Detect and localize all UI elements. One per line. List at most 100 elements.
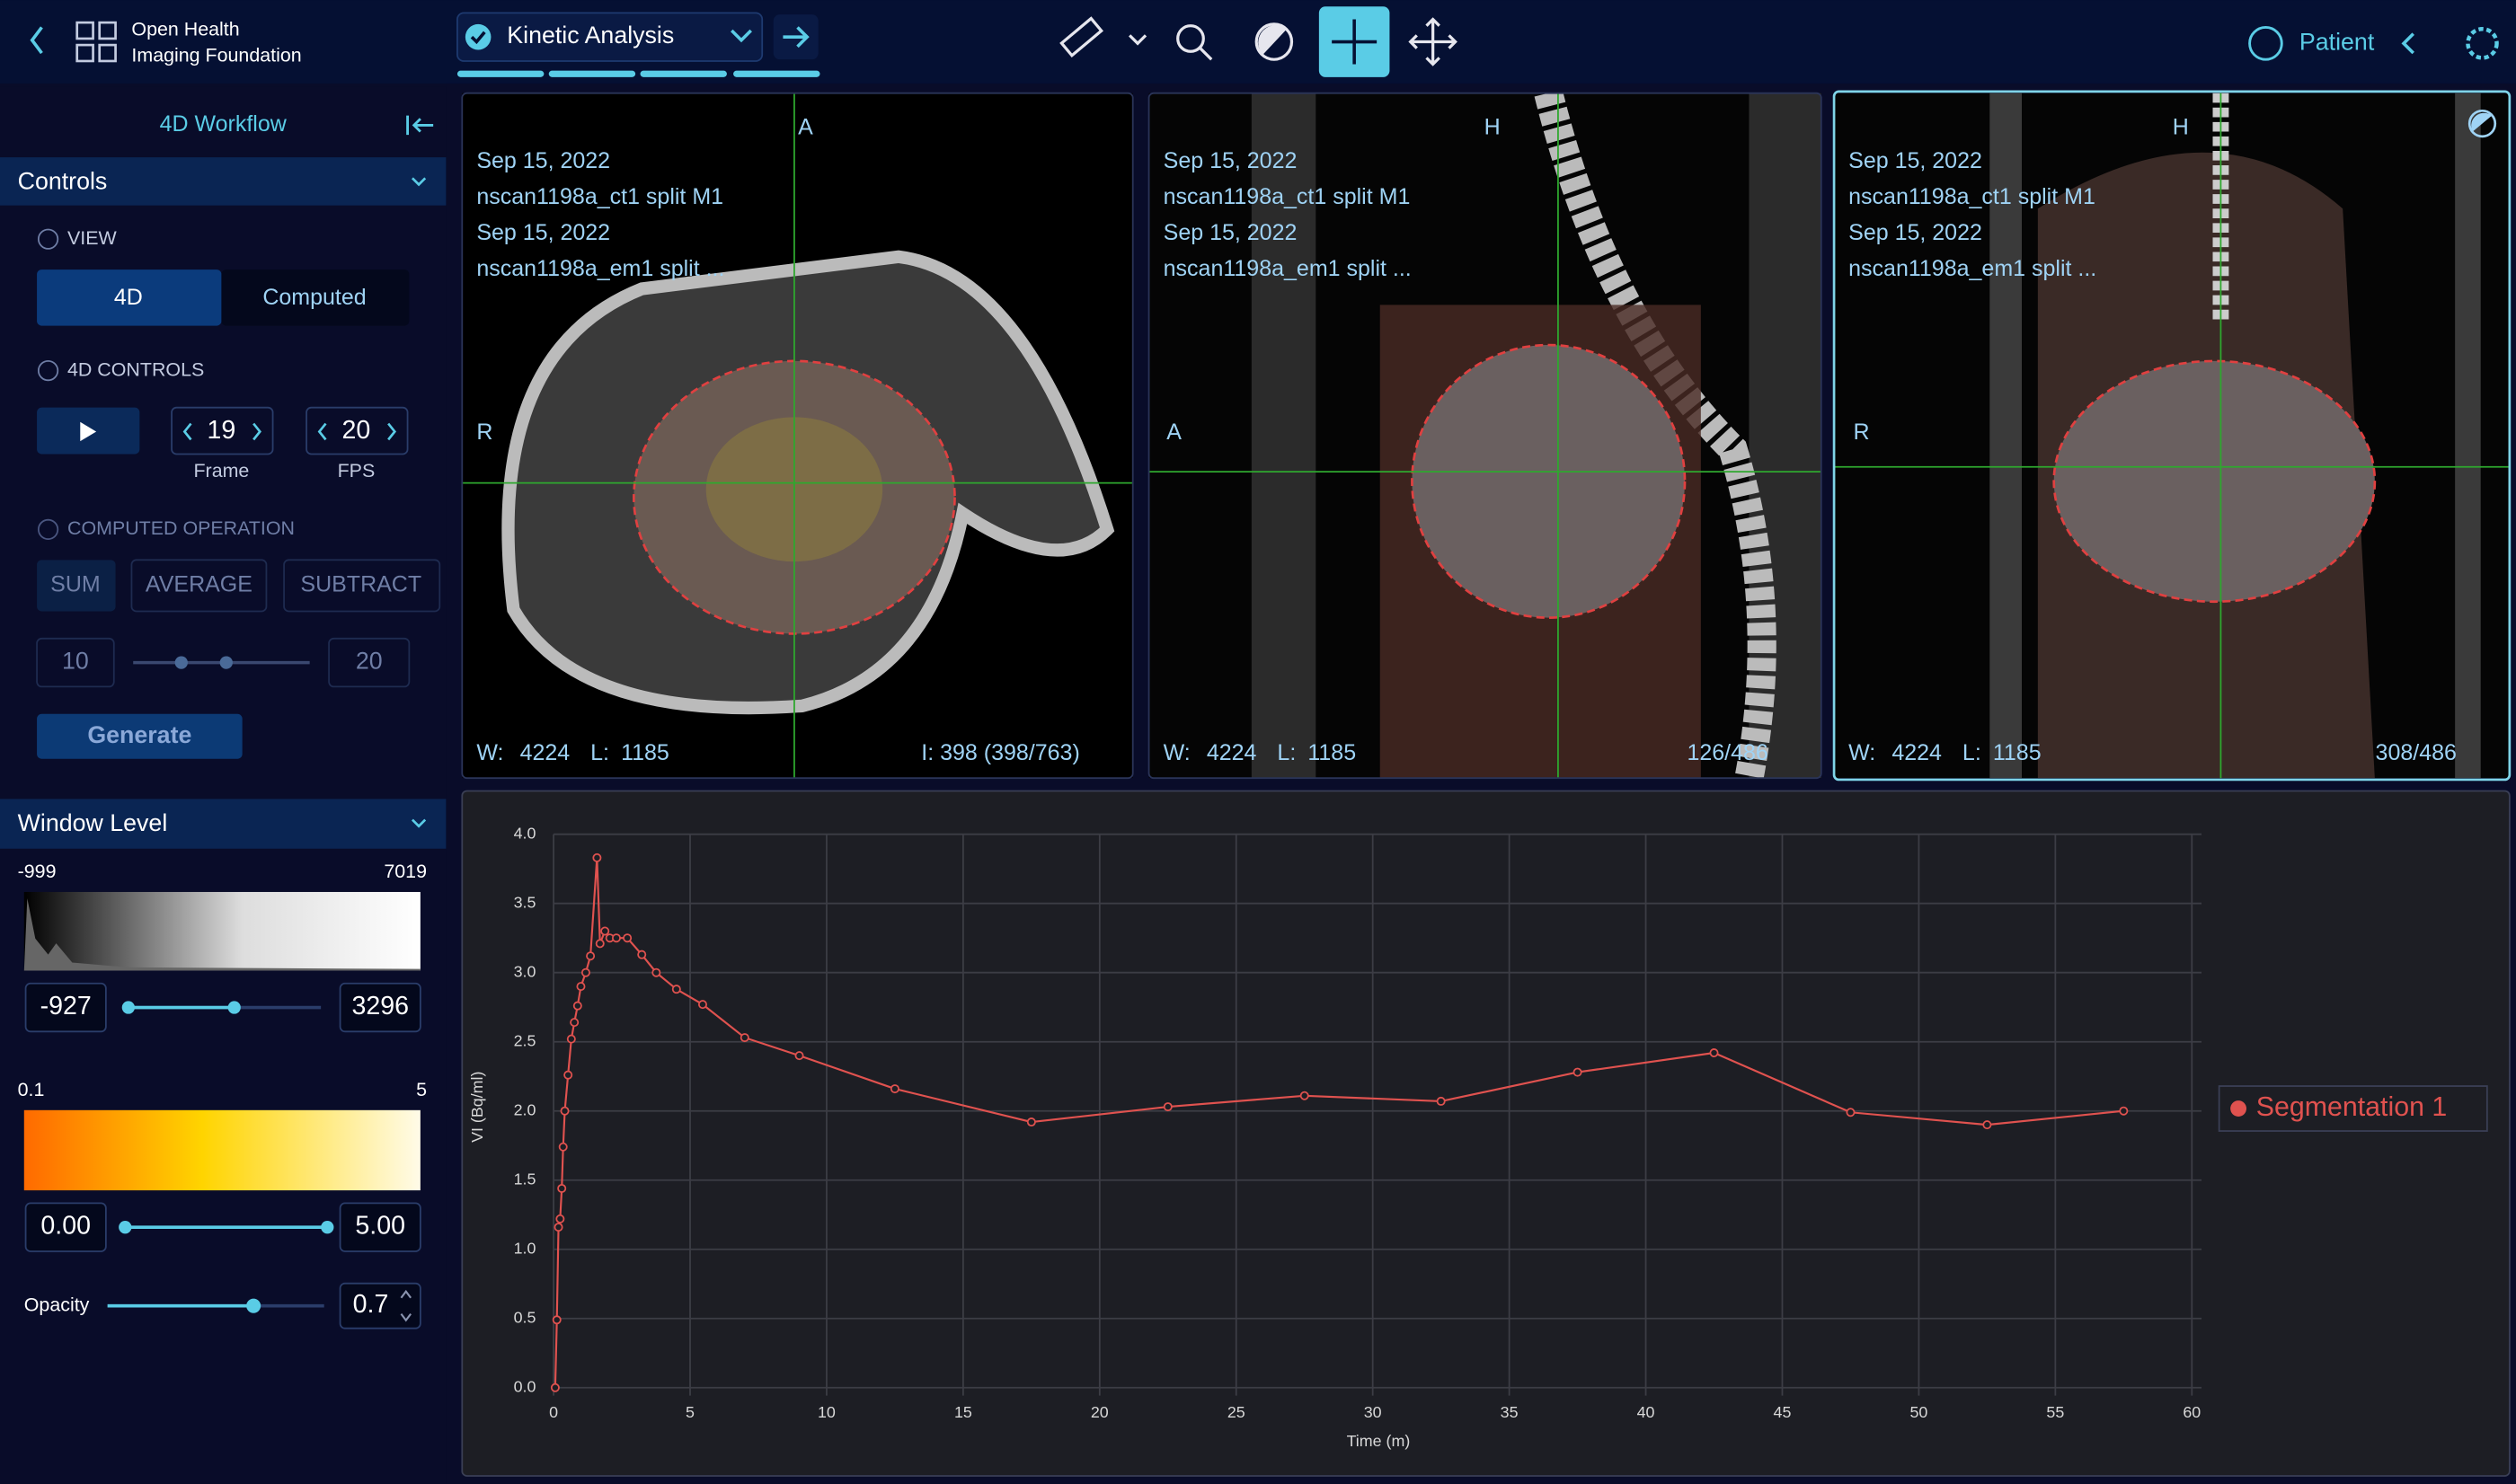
slider-handle[interactable] (121, 1001, 135, 1014)
y-tick-label: 3.0 (514, 962, 536, 980)
data-point (697, 1000, 707, 1010)
toggle-label: Computed (262, 285, 366, 310)
x-tick-label: 30 (1364, 1403, 1382, 1421)
orientation-marker: A (798, 115, 813, 140)
data-point (554, 1223, 563, 1232)
label: FPS (338, 460, 376, 481)
window-input[interactable] (339, 1202, 421, 1252)
label: COMPUTED OPERATION (67, 517, 295, 539)
orientation-marker: R (476, 420, 492, 445)
section-title: Window Level (18, 809, 168, 836)
zoom-tool[interactable] (1176, 24, 1205, 53)
viewport-contrast-icon (2467, 109, 2497, 138)
level-label: L: (590, 740, 609, 765)
window-input[interactable] (24, 1202, 107, 1252)
slider-handle[interactable] (321, 1221, 334, 1234)
viewport-info: nscan1198a_em1 split ... (1848, 256, 2096, 281)
range-input[interactable] (36, 637, 115, 688)
operation-label: SUBTRACT (300, 572, 421, 597)
data-point (1982, 1120, 1992, 1130)
data-point (651, 967, 661, 977)
workflow-dropdown[interactable] (456, 12, 764, 62)
slider-handle[interactable] (219, 656, 233, 669)
patient-button[interactable]: Patient (2299, 28, 2375, 55)
window-input[interactable] (339, 982, 421, 1033)
range-min: 0.1 (18, 1079, 45, 1100)
x-tick-label: 55 (2046, 1403, 2064, 1421)
patient-chevron[interactable] (2401, 32, 2414, 55)
window-label: W: (1848, 740, 1875, 765)
data-point (555, 1214, 565, 1223)
stepper[interactable] (400, 1289, 412, 1322)
orientation-marker: A (1166, 420, 1182, 445)
y-tick-label: 1.0 (514, 1239, 536, 1257)
pan-tool[interactable] (1408, 17, 1457, 66)
crosshairs (462, 93, 2510, 779)
collapse-button[interactable] (406, 115, 434, 136)
button-label: Generate (87, 721, 191, 748)
settings-button[interactable] (2466, 27, 2499, 60)
fps-value: 20 (342, 416, 371, 445)
view-toggle[interactable] (221, 269, 410, 326)
data-point (550, 1382, 560, 1392)
chart-panel (461, 790, 2511, 1477)
window-value: 4224 (520, 740, 571, 765)
slider-handle[interactable] (119, 1221, 132, 1234)
viewport-info: Sep 15, 2022 (1848, 148, 1982, 173)
data-point (572, 1001, 582, 1011)
operation-button[interactable] (130, 559, 268, 613)
range-max: 7019 (384, 861, 427, 882)
data-point (592, 852, 602, 862)
data-point (1436, 1096, 1446, 1106)
y-tick-label: 1.5 (514, 1170, 536, 1188)
info-icon (37, 518, 59, 541)
viewport[interactable] (461, 92, 1134, 780)
crosshair-icon (1332, 19, 1378, 65)
steppers[interactable] (182, 422, 397, 441)
data-point (637, 950, 647, 959)
frame-input[interactable] (171, 406, 274, 455)
data-point (580, 967, 590, 977)
level-value: 1185 (1993, 740, 2042, 765)
check-mark (470, 31, 486, 45)
slider-handle[interactable] (227, 1001, 241, 1014)
section-header[interactable] (0, 157, 447, 206)
check-icon (465, 23, 492, 50)
x-tick-label: 25 (1227, 1403, 1245, 1421)
window-value: 0.00 (40, 1212, 91, 1241)
x-axis-label: Time (m) (1347, 1432, 1411, 1450)
operation-button[interactable] (37, 560, 116, 612)
measure-tool[interactable] (1059, 16, 1103, 58)
section-header[interactable] (0, 799, 447, 849)
back-button[interactable] (30, 26, 43, 55)
contrast-tool[interactable] (1254, 22, 1294, 61)
slice-position: 126/486 (1687, 740, 1767, 765)
fps-input[interactable] (306, 406, 409, 455)
orientation-marker: R (1854, 420, 1870, 445)
slider-handle[interactable] (174, 656, 188, 669)
x-tick-label: 60 (2183, 1403, 2201, 1421)
label: Opacity (24, 1294, 90, 1315)
range-value: 10 (62, 648, 89, 675)
legend (2218, 1085, 2488, 1132)
generate-button[interactable] (37, 713, 243, 759)
opacity-input[interactable] (339, 1282, 421, 1329)
viewport-info: nscan1198a_ct1 split M1 (476, 184, 723, 209)
brand: Imaging Foundation (131, 44, 301, 66)
viewport[interactable] (1832, 90, 2512, 782)
label: Frame (193, 460, 249, 481)
orientation-marker: H (2173, 115, 2189, 140)
operation-button[interactable] (283, 559, 441, 613)
view-toggle[interactable] (37, 269, 222, 326)
range-input[interactable] (328, 637, 411, 688)
data-point (558, 1142, 568, 1152)
viewport-info: Sep 15, 2022 (1164, 220, 1298, 245)
viewport[interactable] (1147, 92, 1822, 780)
opacity-value: 0.7 (353, 1290, 389, 1319)
window-input[interactable] (24, 982, 107, 1033)
y-tick-label: 0.5 (514, 1308, 536, 1326)
tool-menu[interactable] (1129, 34, 1147, 46)
slider-handle[interactable] (246, 1298, 261, 1313)
ct-histogram (23, 891, 421, 971)
